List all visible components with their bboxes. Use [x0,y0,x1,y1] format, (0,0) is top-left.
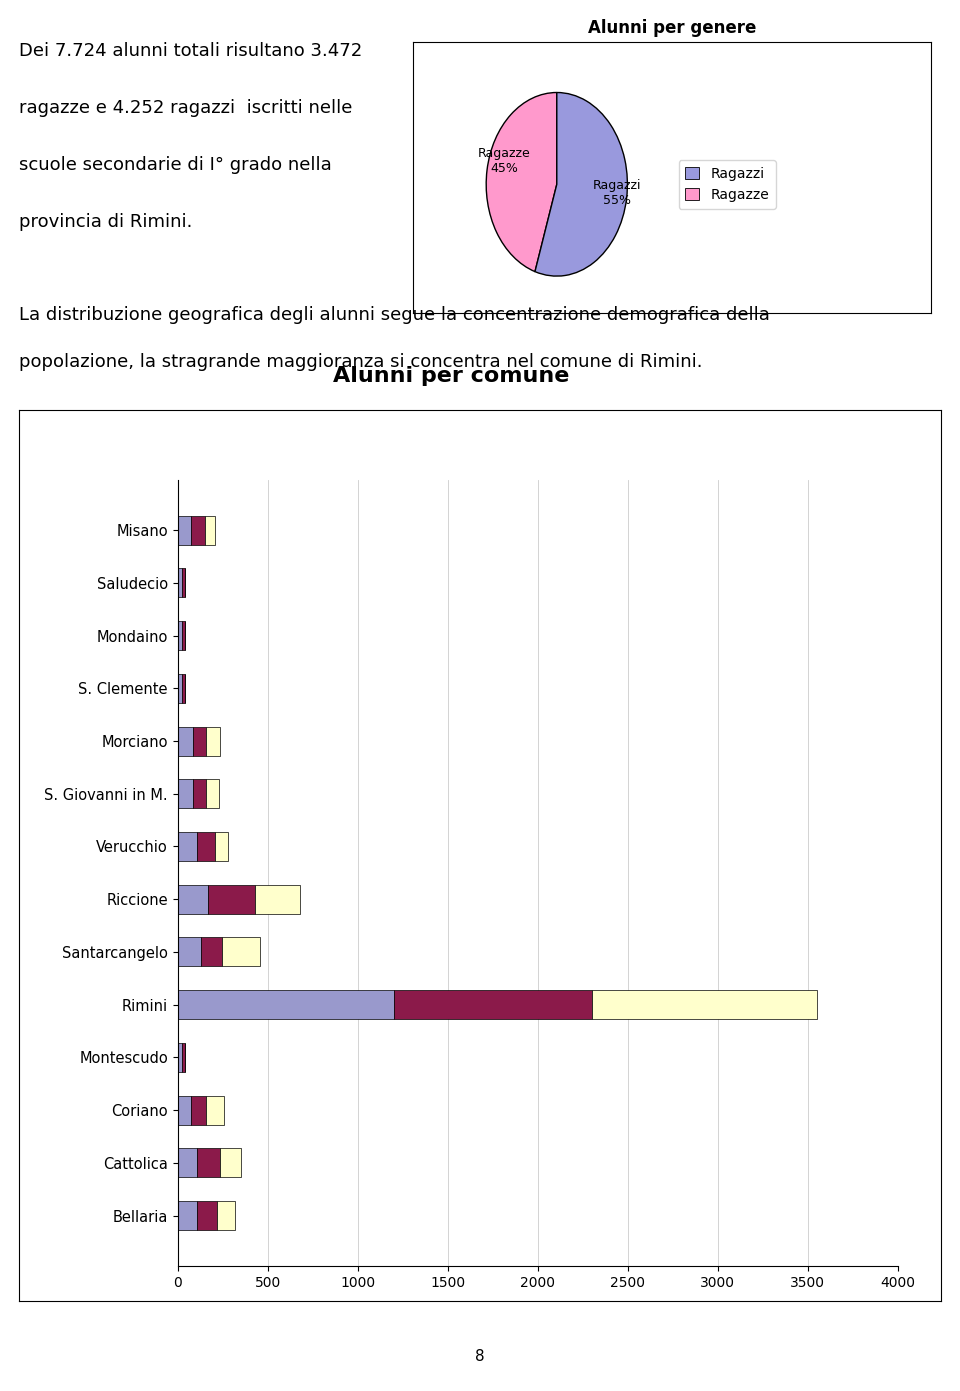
Bar [178,1149,198,1177]
Text: Alunni per comune: Alunni per comune [333,366,569,385]
Bar [204,516,214,545]
Bar [208,885,255,914]
Bar [181,569,184,597]
Bar [178,516,191,545]
Bar [181,620,184,650]
Bar [206,779,219,808]
Legend: Ragazzi, Ragazze: Ragazzi, Ragazze [679,160,776,209]
Text: ragazze e 4.252 ragazzi  iscritti nelle: ragazze e 4.252 ragazzi iscritti nelle [19,99,352,117]
Bar [178,726,193,755]
Bar [394,990,591,1020]
Bar [181,673,184,702]
Bar [197,1200,217,1230]
Bar [222,938,259,967]
Bar [178,1200,197,1230]
Bar [198,832,215,861]
Bar [215,832,228,861]
Bar [178,1043,181,1072]
Bar [206,726,220,755]
Bar [178,673,181,702]
Text: 8: 8 [475,1349,485,1363]
Title: Alunni per genere: Alunni per genere [588,19,756,38]
Bar [193,726,206,755]
Text: provincia di Rimini.: provincia di Rimini. [19,213,193,231]
Text: popolazione, la stragrande maggioranza si concentra nel comune di Rimini.: popolazione, la stragrande maggioranza s… [19,353,703,371]
Wedge shape [486,92,557,271]
Bar [198,1149,220,1177]
Bar [178,832,198,861]
Bar [178,990,394,1020]
Bar [191,1096,205,1125]
Bar [178,779,193,808]
Bar [193,779,206,808]
Bar [181,1043,184,1072]
Text: Ragazzi
55%: Ragazzi 55% [592,179,641,207]
Bar [591,990,817,1020]
Bar [201,938,222,967]
Bar [178,620,181,650]
Bar [255,885,300,914]
Text: La distribuzione geografica degli alunni segue la concentrazione demografica del: La distribuzione geografica degli alunni… [19,306,770,324]
Bar [220,1149,242,1177]
Bar [178,569,181,597]
Text: scuole secondarie di I° grado nella: scuole secondarie di I° grado nella [19,156,332,174]
Bar [178,885,208,914]
Bar [178,938,201,967]
Bar [178,1096,191,1125]
Text: Dei 7.724 alunni totali risultano 3.472: Dei 7.724 alunni totali risultano 3.472 [19,42,363,60]
Bar [205,1096,224,1125]
Text: Ragazze
45%: Ragazze 45% [477,147,530,175]
Bar [217,1200,235,1230]
Wedge shape [535,92,628,275]
Bar [191,516,204,545]
